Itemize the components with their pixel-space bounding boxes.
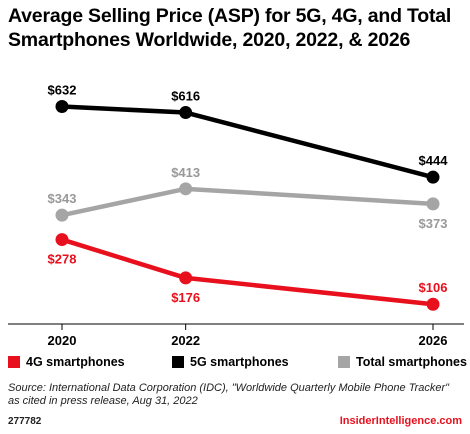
data-label-4g: $278: [48, 252, 77, 267]
chart-legend: 4G smartphones 5G smartphones Total smar…: [8, 352, 468, 372]
series-line-total: [59, 186, 436, 218]
brand-link[interactable]: InsiderIntelligence.com: [339, 415, 462, 427]
chart-title: Average Selling Price (ASP) for 5G, 4G, …: [8, 5, 452, 51]
source-line-2: as cited in press release, Aug 31, 2022: [8, 395, 198, 407]
data-point-4g: [55, 233, 69, 247]
series-line-5g: [59, 104, 436, 180]
series-line-4g: [59, 237, 436, 307]
x-tick-label: 2020: [48, 333, 77, 348]
data-point-4g: [426, 297, 440, 311]
legend-label-total: Total smartphones: [356, 355, 467, 369]
source-note: Source: International Data Corporation (…: [8, 382, 464, 408]
data-point-5g: [179, 106, 193, 120]
data-label-total: $413: [171, 165, 200, 180]
data-point-total: [179, 182, 193, 196]
x-tick-label: 2022: [171, 333, 200, 348]
data-point-5g: [55, 100, 69, 114]
data-point-5g: [426, 170, 440, 184]
data-label-4g: $106: [419, 280, 448, 295]
data-label-5g: $444: [419, 153, 449, 168]
source-line-1: Source: International Data Corporation (…: [8, 382, 450, 394]
data-label-5g: $616: [171, 89, 200, 104]
data-label-5g: $632: [48, 83, 77, 98]
legend-swatch-5g: [172, 356, 184, 368]
legend-swatch-4g: [8, 356, 20, 368]
data-label-total: $343: [48, 191, 77, 206]
data-point-total: [426, 197, 440, 211]
legend-label-5g: 5G smartphones: [190, 355, 289, 369]
legend-swatch-total: [338, 356, 350, 368]
legend-item-total: Total smartphones: [338, 352, 467, 372]
legend-item-4g: 4G smartphones: [8, 352, 125, 372]
x-tick-label: 2026: [419, 333, 448, 348]
data-point-total: [55, 208, 69, 222]
data-label-total: $373: [419, 216, 448, 231]
legend-item-5g: 5G smartphones: [172, 352, 289, 372]
legend-label-4g: 4G smartphones: [26, 355, 125, 369]
data-label-4g: $176: [171, 290, 200, 305]
data-point-4g: [179, 271, 193, 285]
chart-id: 277782: [8, 416, 42, 427]
